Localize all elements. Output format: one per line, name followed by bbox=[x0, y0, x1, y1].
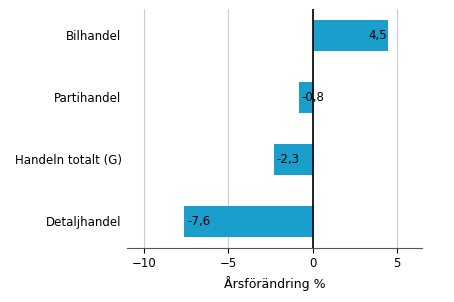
Bar bbox=[274, 144, 313, 175]
X-axis label: Årsförändring %: Årsförändring % bbox=[224, 276, 326, 291]
Text: -0,8: -0,8 bbox=[301, 91, 325, 104]
Bar bbox=[299, 82, 313, 113]
Text: -7,6: -7,6 bbox=[187, 215, 210, 228]
Text: -2,3: -2,3 bbox=[276, 153, 299, 166]
Text: 4,5: 4,5 bbox=[368, 29, 387, 42]
Bar bbox=[313, 20, 389, 51]
Bar bbox=[184, 206, 313, 237]
